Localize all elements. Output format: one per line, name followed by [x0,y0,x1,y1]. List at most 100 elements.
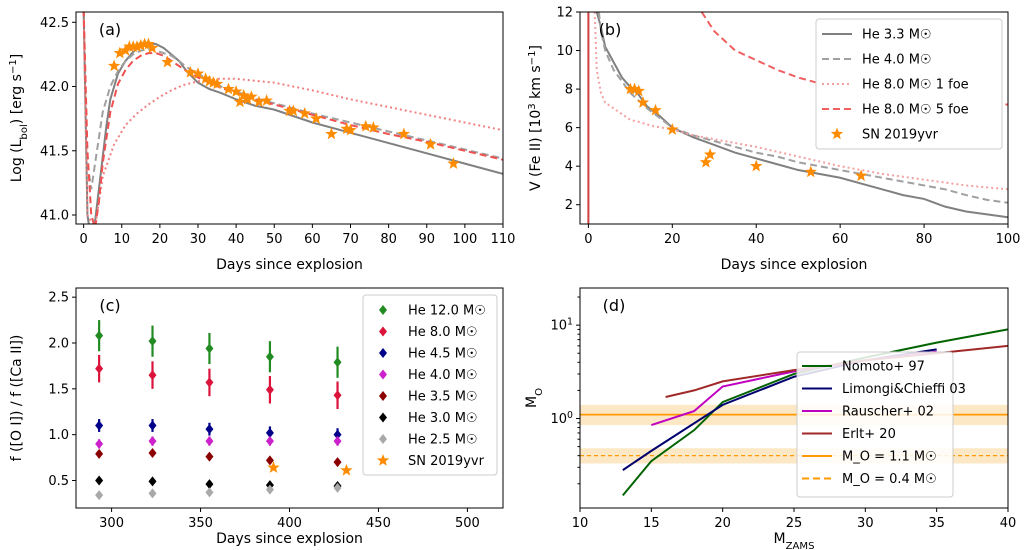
legend-label: SN 2019yvr [408,454,485,469]
data-point-star [222,82,235,95]
legend-label: He 4.5 M☉ [408,347,478,362]
data-point-star [632,84,645,97]
data-point-diamond [148,436,157,447]
data-point-diamond [205,487,214,498]
legend-label: He 12.0 M☉ [408,304,486,319]
axis-a-ytick-label: 41.0 [40,209,69,224]
series-line-0 [82,12,503,224]
data-point-diamond [205,451,214,462]
legend-label: He 4.0 M☉ [862,53,932,68]
data-point-diamond [95,490,104,501]
axis-a-xtick-label: 80 [380,232,397,247]
axes-b-frame [579,11,1009,225]
axis-a-ytick-label: 41.5 [40,144,69,159]
data-point-diamond [95,438,104,449]
axis-b-xtick-label: 40 [748,232,765,247]
data-point-star [130,40,144,52]
data-point-diamond [95,330,104,341]
axis-b-ytick-label: 10 [556,44,573,59]
axis-a-xtick-label: 110 [491,232,516,247]
axis-a-xtick-label: 70 [342,232,359,247]
data-point-diamond [148,420,157,431]
x-axis-label: Days since explosion [216,531,363,547]
axis-d-xtick-label: 40 [1000,516,1017,531]
axis-b-xtick-label: 80 [916,232,933,247]
data-point-diamond [265,436,274,447]
data-point-star [229,85,243,97]
data-point-star [184,65,197,78]
axis-c-ytick-label: 2.0 [48,337,69,352]
series-line-0 [595,12,1008,219]
data-point-star [344,123,357,136]
data-point-star [210,77,224,90]
data-point-star [260,94,273,106]
data-point-star [804,165,817,178]
axis-b-ytick-label: 12 [556,6,573,21]
panel-label: (d) [603,296,626,315]
legend-star-marker [830,127,844,140]
axis-a-xtick-label: 10 [113,232,130,247]
data-point-star [750,159,763,172]
axis-b-ytick-label: 2 [565,198,573,213]
data-point-diamond [265,384,274,395]
data-point-diamond [265,351,274,362]
axis-d-xtick-label: 25 [786,516,803,531]
legend-label: Limongi&Chieffi 03 [842,382,966,397]
data-point-star [636,96,650,108]
data-point-diamond [205,377,214,388]
y-axis-label: f ([O I]) / f ([Ca II]) [9,335,25,462]
axis-c-xtick-label: 300 [99,516,124,531]
axis-a-xtick-label: 90 [418,232,435,247]
axis-d-xtick-label: 10 [572,516,589,531]
panel-a: 0 10 20 30 40 50 60 70 80 90 100 110 41.0 41.5 42.0 42.… [8,11,516,273]
axis-a-xtick-label: 100 [452,232,477,247]
data-point-star [703,148,717,160]
legend-label: He 3.5 M☉ [408,390,478,405]
data-point-star [191,67,205,79]
legend-box [796,351,954,498]
data-point-diamond [265,455,274,466]
legend-label: Erlt+ 20 [842,427,896,442]
legend-diamond-marker [379,434,387,444]
axis-c-ytick-label: 1.5 [48,382,69,397]
axis-c-xtick-label: 450 [366,516,391,531]
data-point-star [241,92,254,105]
panel-label: (b) [599,20,622,39]
series-line-1 [82,12,503,190]
axis-b-xtick-label: 60 [832,232,849,247]
legend: He 3.3 M☉ He 4.0 M☉ He 8.0 M☉ 1 foe He 8.0 … [815,18,1003,150]
data-point-star [113,46,127,59]
data-point-star [267,461,280,473]
axis-c-xtick-label: 400 [277,516,302,531]
series-line-1 [597,12,1008,204]
data-point-star [854,169,868,182]
data-point-star [119,44,132,56]
data-point-diamond [205,343,214,354]
axis-c-ytick-label: 1.0 [48,428,69,443]
panel-c: 300 350 400 450 500 0.5 1.0 1.5 2.0 2.5 (c) Days si… [9,287,504,547]
x-axis-label: Days since explosion [721,257,868,273]
legend-label: He 4.0 M☉ [408,368,478,383]
data-point-diamond [205,479,214,490]
data-point-diamond [205,424,214,435]
data-point-star [447,157,460,169]
data-point-star [298,107,311,119]
legend-star-marker [376,454,390,466]
axis-d-xtick-label: 15 [643,516,660,531]
legend-label: He 8.0 M☉ 5 foe [862,103,969,118]
legend: He 12.0 M☉ He 8.0 M☉ He 4.5 M☉ He 4.0 M☉ He … [362,294,498,476]
axis-a-xtick-label: 30 [190,232,207,247]
data-point-star [310,112,323,124]
legend-box [362,294,498,476]
legend-diamond-marker [379,391,387,401]
data-point-diamond [333,436,342,447]
legend: Nomoto+ 97 Limongi&Chieffi 03 Rauscher+ 02… [796,351,966,498]
data-point-star [340,463,353,476]
axis-c-xtick-label: 350 [188,516,213,531]
y-axis-label: Log (Lbol) [erg s−1] [8,54,30,183]
axis-c-ytick-label: 0.5 [48,474,69,489]
data-point-diamond [148,336,157,347]
data-point-star [252,95,266,108]
axis-d-ytick-label: 101 [551,316,574,334]
data-point-diamond [148,476,157,487]
